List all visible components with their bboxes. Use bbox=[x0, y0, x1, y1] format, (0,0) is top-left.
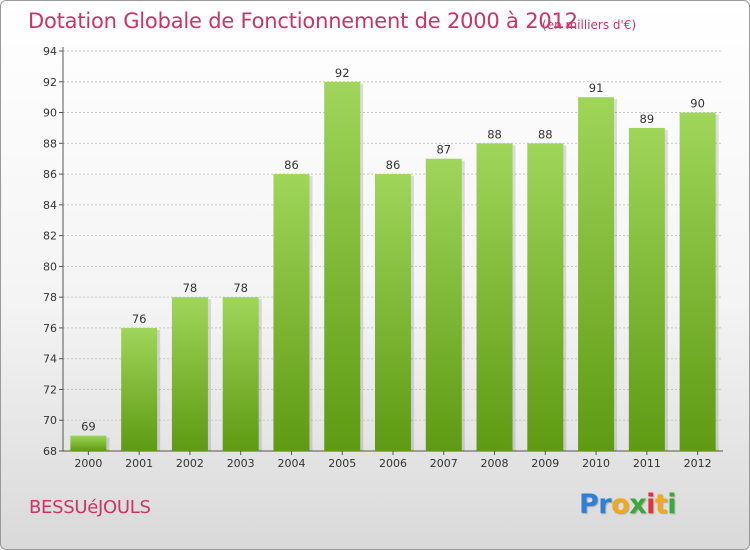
x-tick-label-2001: 2001 bbox=[125, 457, 153, 470]
y-tick-label: 80 bbox=[43, 260, 57, 273]
x-tick-label-2009: 2009 bbox=[531, 457, 559, 470]
y-tick-label: 94 bbox=[43, 45, 57, 58]
y-tick-label: 90 bbox=[43, 107, 57, 120]
chart-title: Dotation Globale de Fonctionnement de 20… bbox=[28, 9, 578, 33]
y-tick-label: 82 bbox=[43, 230, 57, 243]
labels: 68 70 72 74 76 78 80 82 84 86 88 90 92 94 69 2000 76 2001… bbox=[43, 45, 712, 470]
bar-2009 bbox=[527, 143, 564, 452]
commune-name: BESSUéJOULS bbox=[29, 497, 151, 518]
bar-2006 bbox=[375, 174, 411, 452]
x-tick-label-2004: 2004 bbox=[277, 457, 305, 470]
y-tick-label: 76 bbox=[43, 322, 57, 335]
value-label-2002: 78 bbox=[183, 281, 198, 295]
y-tick-label: 84 bbox=[43, 199, 57, 212]
logo-letter: x bbox=[629, 489, 647, 520]
y-tick-label: 68 bbox=[43, 445, 57, 458]
value-label-2001: 76 bbox=[132, 312, 147, 326]
bar-2007 bbox=[425, 158, 462, 451]
bar-2005 bbox=[324, 81, 361, 452]
y-tick-label: 86 bbox=[43, 168, 57, 181]
value-label-2003: 78 bbox=[233, 281, 248, 295]
value-label-2008: 88 bbox=[487, 127, 502, 141]
bar-2008 bbox=[476, 143, 513, 452]
logo-letter: t bbox=[654, 489, 668, 520]
bar-2000 bbox=[70, 435, 107, 451]
y-tick-label: 88 bbox=[43, 137, 57, 150]
bar-2012 bbox=[679, 112, 716, 452]
unit-note: (en milliers d'€) bbox=[542, 18, 637, 32]
bar-2011 bbox=[628, 127, 665, 451]
logo-letter: P bbox=[579, 489, 599, 520]
x-tick-label-2007: 2007 bbox=[430, 457, 458, 470]
y-tick-label: 72 bbox=[43, 383, 57, 396]
y-tick-label: 92 bbox=[43, 76, 57, 89]
logo-letter: r bbox=[598, 489, 612, 520]
bar-2002 bbox=[171, 297, 208, 451]
value-label-2007: 87 bbox=[436, 143, 451, 157]
value-label-2009: 88 bbox=[538, 127, 553, 141]
x-tick-label-2010: 2010 bbox=[582, 457, 610, 470]
bar-2010 bbox=[578, 97, 615, 452]
bar-2003 bbox=[222, 297, 259, 451]
value-label-2004: 86 bbox=[284, 158, 299, 172]
bar-2004 bbox=[273, 174, 310, 452]
value-label-2000: 69 bbox=[81, 420, 96, 434]
value-label-2006: 86 bbox=[386, 158, 401, 172]
y-tick-label: 70 bbox=[43, 414, 57, 427]
x-tick-label-2003: 2003 bbox=[227, 457, 255, 470]
logo-letter: i bbox=[667, 489, 677, 520]
x-tick-label-2008: 2008 bbox=[481, 457, 509, 470]
logo-letter: o bbox=[611, 489, 630, 520]
proxiti-logo: Proxiti bbox=[579, 489, 677, 520]
x-tick-label-2011: 2011 bbox=[633, 457, 661, 470]
value-label-2012: 90 bbox=[690, 97, 705, 111]
x-tick-label-2006: 2006 bbox=[379, 457, 407, 470]
bar-2001 bbox=[121, 327, 158, 451]
value-label-2010: 91 bbox=[589, 81, 604, 95]
logo-letter: i bbox=[646, 489, 655, 520]
value-label-2011: 89 bbox=[640, 112, 655, 126]
value-label-2005: 92 bbox=[335, 66, 350, 80]
y-tick-label: 74 bbox=[43, 353, 57, 366]
y-tick-label: 78 bbox=[43, 291, 57, 304]
x-tick-label-2005: 2005 bbox=[328, 457, 356, 470]
x-tick-label-2012: 2012 bbox=[684, 457, 712, 470]
x-tick-label-2002: 2002 bbox=[176, 457, 204, 470]
x-tick-label-2000: 2000 bbox=[74, 457, 102, 470]
bars bbox=[70, 81, 719, 452]
